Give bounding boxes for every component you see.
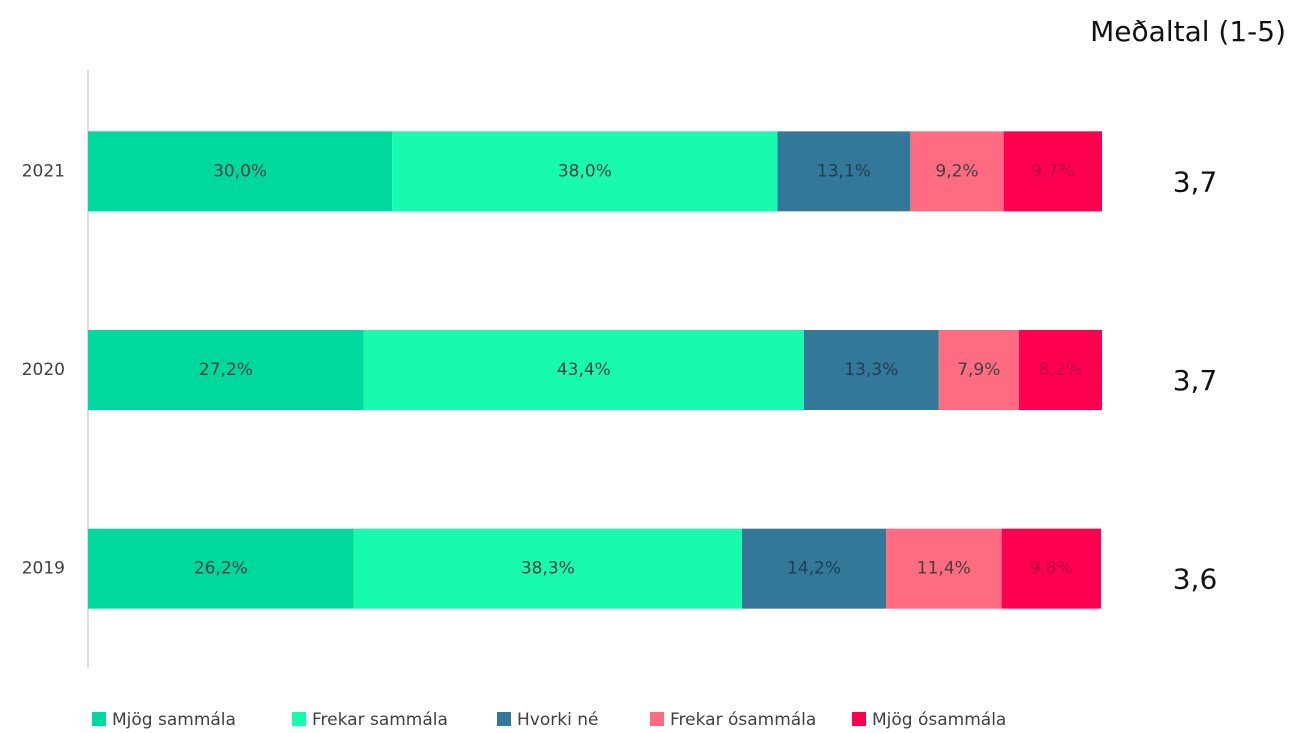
mean-label: 3,6 bbox=[1173, 563, 1218, 596]
bar-segment bbox=[910, 131, 1004, 212]
mean-title: Meðaltal (1-5) bbox=[1090, 15, 1286, 48]
legend-swatch bbox=[497, 712, 511, 726]
value-label: 26,2% bbox=[194, 559, 248, 579]
y-tick-label: 2021 bbox=[22, 161, 65, 181]
value-label: 9,7% bbox=[1031, 161, 1074, 181]
value-label: 7,9% bbox=[957, 360, 1000, 380]
bar-segment bbox=[88, 131, 393, 212]
bar-segment bbox=[742, 528, 887, 609]
value-label: 38,3% bbox=[521, 559, 575, 579]
value-label: 38,0% bbox=[558, 161, 612, 181]
bar-segment bbox=[88, 528, 354, 609]
legend-label: Mjög ósammála bbox=[872, 710, 1006, 730]
legend-swatch bbox=[650, 712, 664, 726]
value-label: 11,4% bbox=[917, 559, 971, 579]
value-label: 9,8% bbox=[1030, 559, 1073, 579]
value-label: 8,2% bbox=[1039, 360, 1082, 380]
value-label: 27,2% bbox=[199, 360, 253, 380]
legend-label: Frekar ósammála bbox=[670, 710, 816, 730]
legend-label: Mjög sammála bbox=[112, 710, 236, 730]
y-tick-label: 2020 bbox=[22, 360, 65, 380]
bar-segment bbox=[938, 330, 1019, 410]
legend-swatch bbox=[292, 712, 306, 726]
legend-swatch bbox=[92, 712, 106, 726]
bar-segment bbox=[886, 528, 1002, 609]
bar-segment bbox=[1003, 131, 1102, 212]
y-tick-label: 2019 bbox=[22, 559, 65, 579]
value-label: 43,4% bbox=[557, 360, 611, 380]
bar-segment bbox=[803, 330, 939, 410]
value-label: 13,1% bbox=[817, 161, 871, 181]
bar-segment bbox=[88, 330, 364, 410]
legend-label: Frekar sammála bbox=[312, 710, 448, 730]
value-label: 13,3% bbox=[844, 360, 898, 380]
value-label: 9,2% bbox=[935, 161, 978, 181]
bar-segment bbox=[353, 528, 743, 609]
bar-segment bbox=[392, 131, 778, 212]
legend-swatch bbox=[852, 712, 866, 726]
legend-label: Hvorki né bbox=[517, 710, 598, 730]
bar-segment bbox=[363, 330, 804, 410]
value-label: 30,0% bbox=[213, 161, 267, 181]
bar-segment bbox=[1001, 528, 1101, 609]
bar-segment bbox=[1018, 330, 1102, 410]
mean-label: 3,7 bbox=[1173, 165, 1218, 198]
bar-segment bbox=[777, 131, 911, 212]
value-label: 14,2% bbox=[787, 559, 841, 579]
mean-label: 3,7 bbox=[1173, 364, 1218, 397]
